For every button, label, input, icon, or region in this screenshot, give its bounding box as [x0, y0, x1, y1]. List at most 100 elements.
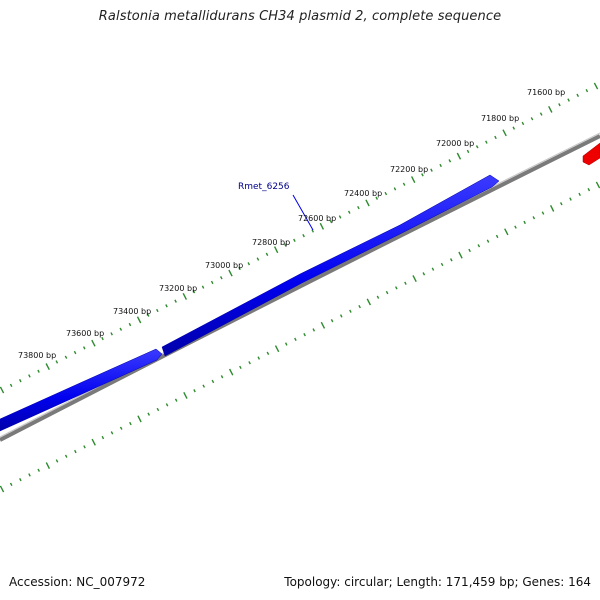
- major-tick: [136, 316, 142, 324]
- major-tick: [0, 485, 5, 493]
- minor-tick: [37, 468, 41, 472]
- minor-tick: [439, 163, 442, 168]
- minor-tick: [220, 375, 224, 379]
- minor-tick: [494, 135, 497, 140]
- major-tick: [137, 415, 142, 423]
- minor-tick: [37, 369, 40, 373]
- backbone-line: [0, 134, 600, 442]
- map-title: Ralstonia metallidurans CH34 plasmid 2, …: [98, 9, 502, 24]
- minor-tick: [421, 173, 424, 177]
- major-tick: [504, 228, 509, 236]
- gene-rmet-6256[interactable]: [161, 174, 500, 357]
- minor-tick: [156, 407, 160, 412]
- major-tick: [319, 222, 325, 230]
- minor-tick: [210, 280, 214, 285]
- minor-tick: [512, 126, 516, 130]
- minor-tick: [477, 244, 481, 248]
- minor-tick: [28, 374, 31, 378]
- minor-tick: [119, 426, 123, 430]
- minor-tick: [28, 473, 31, 477]
- minor-tick: [202, 384, 206, 388]
- minor-tick: [119, 327, 123, 331]
- gene-left-segment[interactable]: [0, 348, 163, 432]
- tick-label-72400: 72400 bp: [344, 189, 382, 198]
- tick-label-73800: 73800 bp: [18, 351, 56, 360]
- major-tick: [91, 438, 96, 446]
- gene-label-rmet-6256[interactable]: Rmet_6256: [238, 182, 290, 192]
- minor-tick: [82, 346, 86, 350]
- minor-tick: [539, 112, 543, 116]
- minor-tick: [239, 365, 242, 370]
- tick-label-72600: 72600 bp: [298, 214, 336, 223]
- minor-tick: [430, 168, 433, 172]
- minor-tick: [302, 233, 305, 238]
- minor-tick: [448, 159, 452, 163]
- minor-tick: [495, 234, 499, 239]
- minor-tick: [312, 328, 316, 332]
- minor-tick: [468, 248, 471, 253]
- minor-tick: [349, 309, 352, 313]
- major-tick: [412, 275, 417, 283]
- tick-label-71600: 71600 bp: [527, 88, 565, 97]
- minor-tick: [238, 266, 241, 271]
- major-tick: [548, 105, 553, 113]
- minor-tick: [402, 182, 406, 186]
- minor-tick: [146, 313, 150, 317]
- minor-tick: [165, 403, 169, 407]
- tick-label-73200: 73200 bp: [159, 284, 197, 293]
- minor-tick: [266, 351, 270, 356]
- minor-tick: [18, 378, 22, 383]
- minor-tick: [147, 412, 151, 416]
- gene-red-partial[interactable]: [582, 142, 600, 166]
- minor-tick: [101, 435, 105, 440]
- minor-tick: [475, 145, 479, 149]
- tick-label-73400: 73400 bp: [113, 307, 151, 316]
- major-tick: [183, 391, 188, 399]
- major-tick: [274, 345, 280, 353]
- minor-tick: [394, 286, 398, 290]
- minor-tick: [585, 88, 589, 93]
- major-tick: [365, 199, 370, 207]
- minor-tick: [357, 205, 360, 210]
- minor-tick: [128, 322, 132, 327]
- minor-tick: [211, 379, 215, 384]
- tick-labels: 71600 bp 71800 bp 72000 bp 72200 bp 7240…: [18, 88, 565, 360]
- gene-label-leader: [292, 194, 314, 231]
- major-tick: [228, 269, 233, 277]
- minor-tick: [174, 398, 178, 402]
- gene-red-partial-body: [582, 142, 600, 166]
- major-tick: [458, 251, 463, 259]
- minor-tick: [303, 332, 306, 337]
- minor-tick: [110, 431, 114, 435]
- major-tick: [45, 363, 50, 371]
- minor-tick: [523, 220, 526, 225]
- minor-tick: [193, 389, 196, 393]
- major-tick: [45, 462, 51, 470]
- major-tick: [182, 292, 188, 300]
- minor-tick: [578, 192, 581, 197]
- minor-tick: [256, 257, 260, 261]
- minor-tick: [55, 360, 59, 364]
- minor-tick: [567, 98, 570, 102]
- accession-text: Accession: NC_007972: [9, 575, 146, 589]
- minor-tick: [338, 215, 342, 219]
- minor-tick: [576, 93, 580, 98]
- minor-tick: [64, 454, 68, 458]
- minor-tick: [339, 314, 343, 318]
- minor-tick: [156, 308, 159, 313]
- minor-tick: [248, 361, 251, 365]
- minor-tick: [541, 211, 545, 215]
- minor-tick: [404, 281, 407, 285]
- minor-tick: [9, 383, 13, 388]
- major-tick: [595, 181, 600, 189]
- minor-tick: [422, 272, 426, 276]
- minor-tick: [293, 238, 296, 243]
- minor-tick: [284, 342, 288, 346]
- minor-tick: [466, 149, 470, 154]
- minor-tick: [247, 262, 251, 266]
- minor-tick: [64, 355, 68, 359]
- minor-tick: [311, 229, 315, 233]
- major-tick: [0, 386, 5, 394]
- minor-tick: [257, 356, 261, 360]
